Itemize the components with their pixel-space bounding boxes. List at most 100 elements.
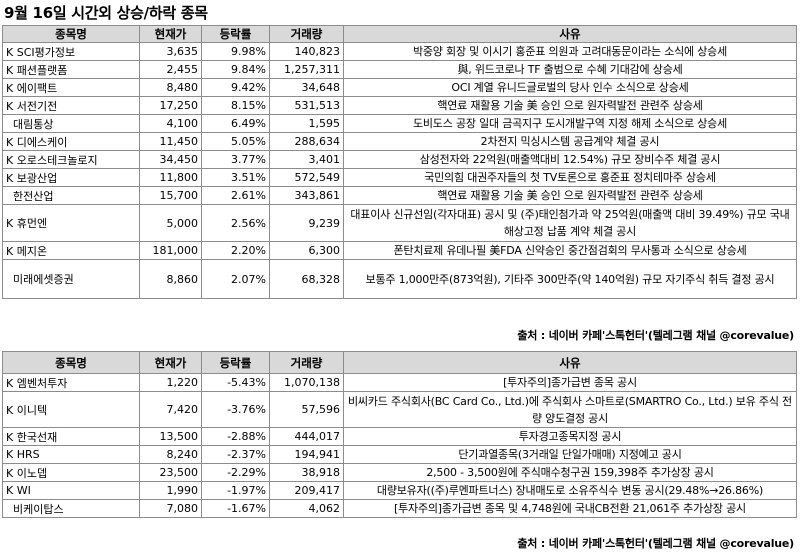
- reason-cell: 핵연료 재활용 기술 美 승인 으로 원자력발전 관련주 상승세: [343, 186, 797, 205]
- volume-cell: 9,239: [269, 204, 344, 242]
- change-cell: -5.43%: [201, 373, 270, 392]
- header-name: 종목명: [2, 351, 140, 374]
- reason-cell: 도비도스 공장 일대 금곡지구 도시개발구역 지정 해제 소식으로 상승세: [343, 114, 797, 133]
- table-row: K 휴먼엔 5,000 2.56% 9,239 대표이사 신규선임(각자대표) 공시 및…: [2, 204, 797, 242]
- change-cell: 2.61%: [201, 186, 270, 205]
- stock-name: K 오로스테크놀로지: [2, 150, 140, 169]
- change-cell: 6.49%: [201, 114, 270, 133]
- volume-cell: 140,823: [269, 42, 344, 61]
- change-cell: 2.56%: [201, 204, 270, 242]
- table-row: K 서전기전 17,250 8.15% 531,513 핵연료 재활용 기술 美 승인 …: [2, 96, 797, 115]
- table-row: K 패션플랫폼 2,455 9.84% 1,257,311 與, 위드코로나 TF 출범…: [2, 60, 797, 79]
- price-cell: 7,420: [139, 391, 202, 428]
- table-row: K 한국선재 13,500 -2.88% 444,017 투자경고종목지정 공시: [2, 427, 797, 446]
- change-cell: 3.51%: [201, 168, 270, 187]
- change-cell: 8.15%: [201, 96, 270, 115]
- change-cell: 9.42%: [201, 78, 270, 97]
- table-row: 한전산업 15,700 2.61% 343,861 핵연료 재활용 기술 美 승인 으로…: [2, 186, 797, 205]
- stock-name: K 휴먼엔: [2, 204, 140, 242]
- price-cell: 15,700: [139, 186, 202, 205]
- volume-cell: 3,401: [269, 150, 344, 169]
- stock-name: 대림통상: [2, 114, 140, 133]
- stock-name: K 서전기전: [2, 96, 140, 115]
- price-cell: 1,990: [139, 481, 202, 500]
- table-row: K 이노뎁 23,500 -2.29% 38,918 2,500 - 3,500원에 주…: [2, 463, 797, 482]
- reason-cell: 與, 위드코로나 TF 출범으로 수혜 기대감에 상승세: [343, 60, 797, 79]
- table-row: K 오로스테크놀로지 34,450 3.77% 3,401 삼성전자와 22억원(매출액…: [2, 150, 797, 169]
- change-cell: 9.84%: [201, 60, 270, 79]
- volume-cell: 38,918: [269, 463, 344, 482]
- change-cell: 2.20%: [201, 241, 270, 260]
- volume-cell: 209,417: [269, 481, 344, 500]
- reason-cell: 2차전지 믹싱시스템 공급계약 체결 공시: [343, 132, 797, 151]
- table-row: K 메지온 181,000 2.20% 6,300 폰탄치료제 유데나필 美FDA 신약…: [2, 241, 797, 260]
- change-cell: -2.88%: [201, 427, 270, 446]
- reason-cell: 단기과열종목(3거래일 단일가매매) 지정예고 공시: [343, 445, 797, 464]
- stock-name: 한전산업: [2, 186, 140, 205]
- stock-name: 비케이탑스: [2, 499, 140, 518]
- page-title: 9월 16일 시간외 상승/하락 종목: [4, 4, 208, 22]
- reason-cell: 삼성전자와 22억원(매출액대비 12.54%) 규모 장비수주 체결 공시: [343, 150, 797, 169]
- table-row: 미래에셋증권 8,860 2.07% 68,328 보통주 1,000만주(873억원)…: [2, 259, 797, 299]
- volume-cell: 6,300: [269, 241, 344, 260]
- volume-cell: 1,257,311: [269, 60, 344, 79]
- stock-name: K 이니텍: [2, 391, 140, 428]
- table-header-row: 종목명 현재가 등락률 거래량 사유: [2, 351, 797, 374]
- volume-cell: 444,017: [269, 427, 344, 446]
- price-cell: 4,100: [139, 114, 202, 133]
- table-row: K SCI평가정보 3,635 9.98% 140,823 박중양 회장 및 이시기 홍…: [2, 42, 797, 61]
- stock-name: K 엠벤처투자: [2, 373, 140, 392]
- reason-cell: [투자주의]종가급변 종목 및 4,748원에 국내CB전환 21,061주 추…: [343, 499, 797, 518]
- volume-cell: 57,596: [269, 391, 344, 428]
- losers-table: 종목명 현재가 등락률 거래량 사유 K 엠벤처투자 1,220 -5.43% 1,0…: [2, 351, 797, 518]
- header-volume: 거래량: [269, 25, 344, 43]
- change-cell: 9.98%: [201, 42, 270, 61]
- header-change: 등락률: [201, 25, 270, 43]
- reason-cell: 핵연료 재활용 기술 美 승인 으로 원자력발전 관련주 상승세: [343, 96, 797, 115]
- change-cell: 5.05%: [201, 132, 270, 151]
- volume-cell: 4,062: [269, 499, 344, 518]
- price-cell: 1,220: [139, 373, 202, 392]
- price-cell: 13,500: [139, 427, 202, 446]
- source-credit: 출처 : 네이버 카페'스톡헌터'(텔레그램 채널 @corevalue): [517, 537, 794, 550]
- stock-name: K 메지온: [2, 241, 140, 260]
- volume-cell: 68,328: [269, 259, 344, 299]
- gainers-table: 종목명 현재가 등락률 거래량 사유 K SCI평가정보 3,635 9.98% 14…: [2, 25, 797, 299]
- header-change: 등락률: [201, 351, 270, 374]
- price-cell: 7,080: [139, 499, 202, 518]
- table-row: 대림통상 4,100 6.49% 1,595 도비도스 공장 일대 금곡지구 도시개발구…: [2, 114, 797, 133]
- stock-name: K SCI평가정보: [2, 42, 140, 61]
- table-row: K 엠벤처투자 1,220 -5.43% 1,070,138 [투자주의]종가급변 종목…: [2, 373, 797, 392]
- price-cell: 181,000: [139, 241, 202, 260]
- volume-cell: 531,513: [269, 96, 344, 115]
- stock-name: K WI: [2, 481, 140, 500]
- price-cell: 8,860: [139, 259, 202, 299]
- change-cell: 2.07%: [201, 259, 270, 299]
- price-cell: 34,450: [139, 150, 202, 169]
- header-volume: 거래량: [269, 351, 344, 374]
- stock-name: K 한국선재: [2, 427, 140, 446]
- stock-name: K 디에스케이: [2, 132, 140, 151]
- change-cell: -2.29%: [201, 463, 270, 482]
- table-row: K 보광산업 11,800 3.51% 572,549 국민의힘 대권주자들의 첫 TV…: [2, 168, 797, 187]
- volume-cell: 343,861: [269, 186, 344, 205]
- source-credit: 출처 : 네이버 카페'스톡헌터'(텔레그램 채널 @corevalue): [517, 329, 794, 342]
- volume-cell: 572,549: [269, 168, 344, 187]
- volume-cell: 34,648: [269, 78, 344, 97]
- price-cell: 17,250: [139, 96, 202, 115]
- reason-cell: 2,500 - 3,500원에 주식매수청구권 159,398주 추가상장 공시: [343, 463, 797, 482]
- change-cell: -2.37%: [201, 445, 270, 464]
- price-cell: 5,000: [139, 204, 202, 242]
- stock-name: K 이노뎁: [2, 463, 140, 482]
- volume-cell: 1,070,138: [269, 373, 344, 392]
- header-reason: 사유: [343, 351, 797, 374]
- price-cell: 8,240: [139, 445, 202, 464]
- reason-cell: 국민의힘 대권주자들의 첫 TV토론으로 홍준표 정치테마주 상승세: [343, 168, 797, 187]
- reason-cell: 투자경고종목지정 공시: [343, 427, 797, 446]
- stock-name: K 에이팩트: [2, 78, 140, 97]
- table-row: 비케이탑스 7,080 -1.67% 4,062 [투자주의]종가급변 종목 및 4,7…: [2, 499, 797, 518]
- reason-cell: OCI 계열 유니드글로벌의 당사 인수 소식으로 상승세: [343, 78, 797, 97]
- stock-name: K 패션플랫폼: [2, 60, 140, 79]
- stock-name: 미래에셋증권: [2, 259, 140, 299]
- table-row: K HRS 8,240 -2.37% 194,941 단기과열종목(3거래일 단일가매매…: [2, 445, 797, 464]
